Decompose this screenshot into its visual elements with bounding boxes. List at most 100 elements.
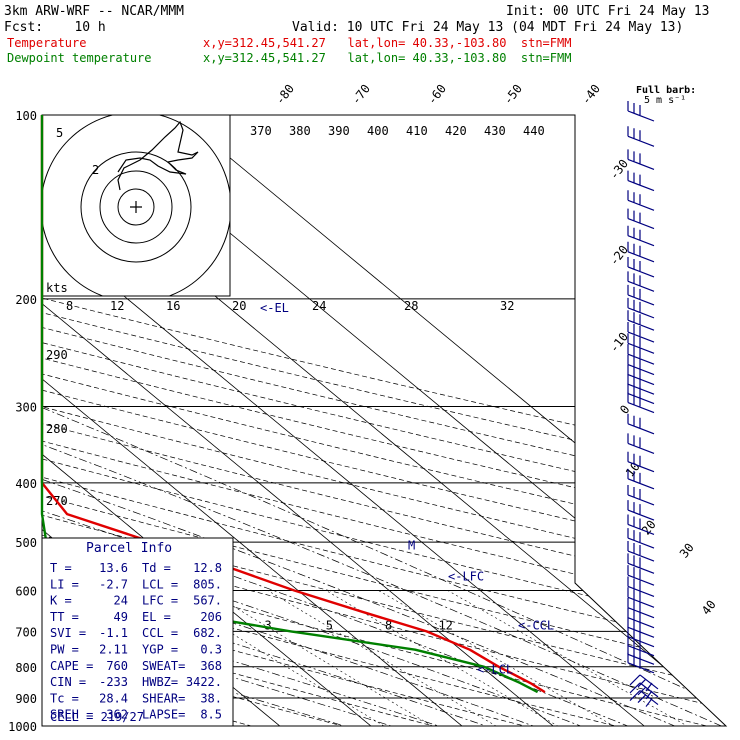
parcel-row-6-b: 760 <box>106 659 128 673</box>
wind-barb-260 <box>627 354 655 376</box>
parcel-info-title: Parcel Info <box>86 541 172 556</box>
theta-label-380: 380 <box>289 124 311 138</box>
parcel-row-8-b: 28.4 <box>99 691 128 705</box>
wind-barb-strokes-100 <box>627 101 655 122</box>
theta-label-390: 390 <box>328 124 350 138</box>
hodograph-center-cross <box>130 201 142 213</box>
moist-adiabat-35 <box>42 298 726 726</box>
mixing-ratio-label-8: 8 <box>385 619 392 633</box>
dry-adiabat-450 <box>42 115 726 726</box>
wind-barb-strokes-260 <box>627 354 655 376</box>
wind-barb-550 <box>627 553 655 574</box>
theta-label-440: 440 <box>523 124 545 138</box>
wind-barb-425 <box>627 484 655 506</box>
legend-dewpoint-name: Dewpoint temperature <box>7 51 152 65</box>
wind-barb-280 <box>627 374 655 395</box>
moist-adiabat-5 <box>42 298 524 726</box>
isotherm-label--20: -20 <box>607 243 631 269</box>
wind-barb-375 <box>627 451 655 473</box>
wind-barb-290 <box>627 383 655 405</box>
wind-barb-strokes-130 <box>627 170 655 192</box>
wind-barb-strokes-425 <box>627 484 655 506</box>
wind-barb-strokes-600 <box>627 576 655 598</box>
parcel-row-7-a: CIN = <box>50 675 86 689</box>
wind-barb-strokes-150 <box>627 208 655 230</box>
left-theta-label-280: 280 <box>46 422 68 436</box>
wind-barb-450 <box>627 500 655 521</box>
wind-barb-110 <box>627 126 655 147</box>
parcel-row-5-a: PW = <box>50 643 79 657</box>
wind-barb-250 <box>627 344 655 365</box>
wind-barb-575 <box>627 565 655 586</box>
parcel-row-9-a: SREH = <box>50 708 93 722</box>
model-title: 3km ARW-WRF -- NCAR/MMM <box>4 4 184 19</box>
wind-barb-230 <box>627 322 655 343</box>
hodograph-unit: kts <box>46 281 68 295</box>
isotherm--10 <box>42 115 387 726</box>
hodo-speed-label-16: 16 <box>166 299 180 313</box>
parcel-row-1-c: LCL = <box>142 577 178 591</box>
wind-barb-400 <box>627 468 655 490</box>
parcel-row-3-b: 49 <box>114 610 128 624</box>
wind-barb-strokes-200 <box>627 284 655 306</box>
pressure-label-200: 200 <box>15 293 37 307</box>
hodograph-ring-inner <box>117 188 155 226</box>
mixing-ratio-label-5: 5 <box>326 619 333 633</box>
parcel-row-9-c: LAPSE= <box>142 708 185 722</box>
wind-barb-180 <box>627 256 655 278</box>
pressure-label-600: 600 <box>15 584 37 598</box>
parcel-row-6-a: CAPE = <box>50 659 93 673</box>
pressure-label-700: 700 <box>15 625 37 639</box>
moist-adiabat--10 <box>42 298 387 726</box>
hodo-speed-label-12: 12 <box>110 299 124 313</box>
parcel-row-5-b: 2.11 <box>99 643 128 657</box>
wind-barb-strokes-180 <box>627 256 655 278</box>
dry-adiabat-350 <box>42 115 726 726</box>
wind-barb-725 <box>627 626 655 648</box>
wind-barb-strokes-160 <box>627 225 655 247</box>
wind-barb-525 <box>627 541 655 562</box>
mixing-ratio-line-8 <box>325 590 581 726</box>
parcel-row-6-d: 368 <box>200 659 222 673</box>
wind-barb-strokes-375 <box>627 451 655 473</box>
parcel-row-2-a: K = <box>50 594 72 608</box>
isotherm-50 <box>161 115 726 726</box>
wind-barb-600 <box>627 576 655 598</box>
wind-barb-strokes-290 <box>627 383 655 405</box>
isotherm-label--10: -10 <box>607 330 631 356</box>
wind-barb-strokes-625 <box>627 587 655 608</box>
isotherm-label--60: -60 <box>425 82 449 108</box>
wind-barb-strokes-300 <box>627 392 655 414</box>
valid-time: Valid: 10 UTC Fri 24 May 13 (04 MDT Fri … <box>292 20 683 35</box>
wind-barb-240 <box>627 333 655 354</box>
wind-barb-775 <box>627 644 655 665</box>
mixing-ratio-line-20 <box>447 590 711 726</box>
wind-barb-strokes-725 <box>627 626 655 648</box>
dry-adiabat-430 <box>42 115 726 726</box>
wind-barb-100 <box>627 101 655 122</box>
parcel-row-4-b: -1.1 <box>99 626 128 640</box>
hodograph: 5 2 kts <box>41 114 231 297</box>
wind-barbs <box>627 101 659 707</box>
hodograph-label-5: 5 <box>56 126 63 140</box>
parcel-row-2-d: 567. <box>193 594 222 608</box>
pressure-label-900: 900 <box>15 692 37 706</box>
moist-adiabat-0 <box>42 298 478 726</box>
dry-adiabat-270 <box>42 115 484 726</box>
annotation-lcl: <-LCL <box>477 662 513 676</box>
wind-barb-strokes-110 <box>627 126 655 147</box>
parcel-row-8-d: 38. <box>200 691 222 705</box>
annotation-ccl: <-CCL <box>518 618 554 632</box>
parcel-row-1-b: -2.7 <box>99 577 128 591</box>
isotherm-label--70: -70 <box>349 82 373 108</box>
pressure-label-800: 800 <box>15 661 37 675</box>
wind-barb-strokes-230 <box>627 322 655 343</box>
wind-barb-190 <box>627 271 655 292</box>
hodo-speed-label-8: 8 <box>66 299 73 313</box>
wind-barb-150 <box>627 208 655 230</box>
parcel-row-2-b: 24 <box>114 594 128 608</box>
isotherm-0 <box>42 115 478 726</box>
wind-barb-825 <box>629 674 659 692</box>
isotherm-label-0: 0 <box>617 402 632 416</box>
wind-barb-350 <box>627 433 655 454</box>
